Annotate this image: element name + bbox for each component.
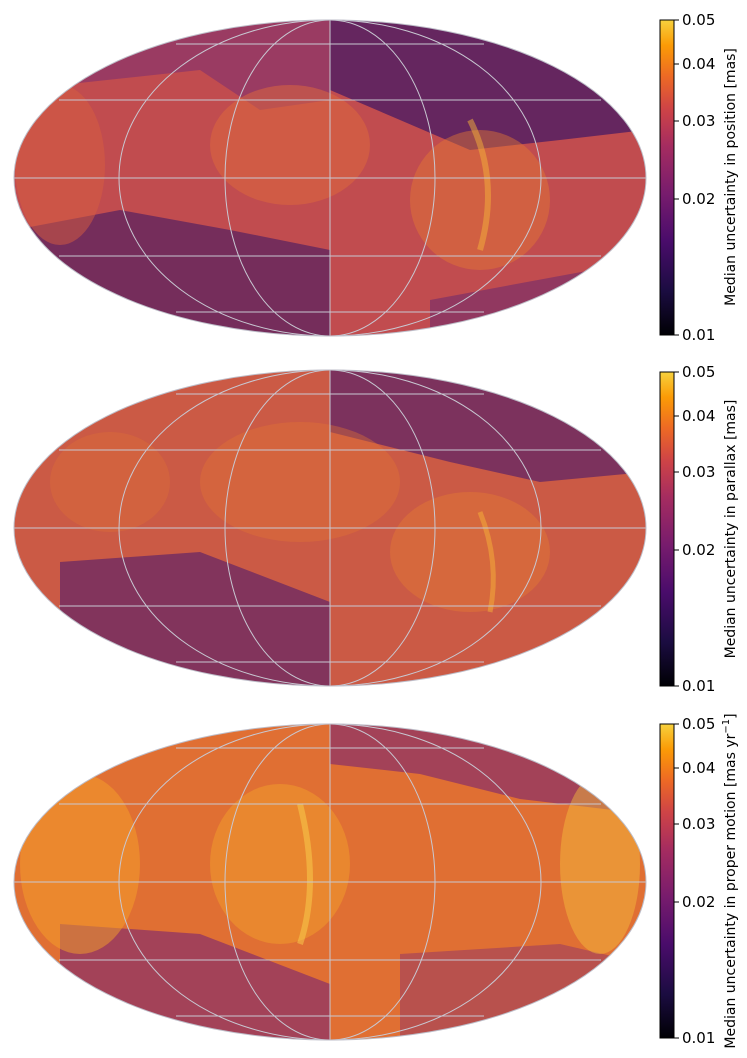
colorbar-tick-label: 0.03 xyxy=(682,463,715,481)
colorbar: 0.05 0.04 0.03 0.02 0.01 Median uncertai… xyxy=(659,713,739,1049)
colorbar-label: Median uncertainty in proper motion [mas… xyxy=(721,713,739,1048)
colorbar-label: Median uncertainty in position [mas] xyxy=(723,48,739,306)
sky-map-graticule xyxy=(13,19,647,337)
sky-map-panel-proper-motion: 0.05 0.04 0.03 0.02 0.01 Median uncertai… xyxy=(0,704,747,1054)
colorbar-tick-label: 0.05 xyxy=(682,11,715,29)
sky-map-graticule xyxy=(13,723,647,1041)
colorbar-tick-label: 0.04 xyxy=(682,759,715,777)
colorbar-tick-label: 0.05 xyxy=(682,715,715,733)
colorbar-tick-label: 0.01 xyxy=(682,1029,715,1047)
colorbar-tick-label: 0.03 xyxy=(682,815,715,833)
colorbar-tick-label: 0.01 xyxy=(682,677,715,695)
colorbar-tick-label: 0.02 xyxy=(682,190,715,208)
colorbar-tick-label: 0.01 xyxy=(682,326,715,344)
colorbar-tick-label: 0.05 xyxy=(682,363,715,381)
colorbar-label-superscript: −1 xyxy=(721,719,732,734)
colorbar-label-end: ] xyxy=(723,713,739,718)
colorbar-label-main: Median uncertainty in proper motion [mas… xyxy=(723,733,739,1048)
colorbar-tick-label: 0.04 xyxy=(682,407,715,425)
sky-map-panel-parallax: 0.05 0.04 0.03 0.02 0.01 Median uncertai… xyxy=(0,352,747,702)
colorbar-tick-label: 0.02 xyxy=(682,541,715,559)
colorbar-tick-label: 0.04 xyxy=(682,55,715,73)
sky-map-panel-position: 0.05 0.04 0.03 0.02 0.01 Median uncertai… xyxy=(0,0,747,350)
colorbar-label: Median uncertainty in parallax [mas] xyxy=(723,400,739,659)
colorbar-tick-label: 0.03 xyxy=(682,112,715,130)
colorbar: 0.05 0.04 0.03 0.02 0.01 Median uncertai… xyxy=(659,363,739,695)
colorbar: 0.05 0.04 0.03 0.02 0.01 Median uncertai… xyxy=(659,11,739,344)
sky-map-graticule xyxy=(13,369,647,687)
colorbar-tick-label: 0.02 xyxy=(682,893,715,911)
